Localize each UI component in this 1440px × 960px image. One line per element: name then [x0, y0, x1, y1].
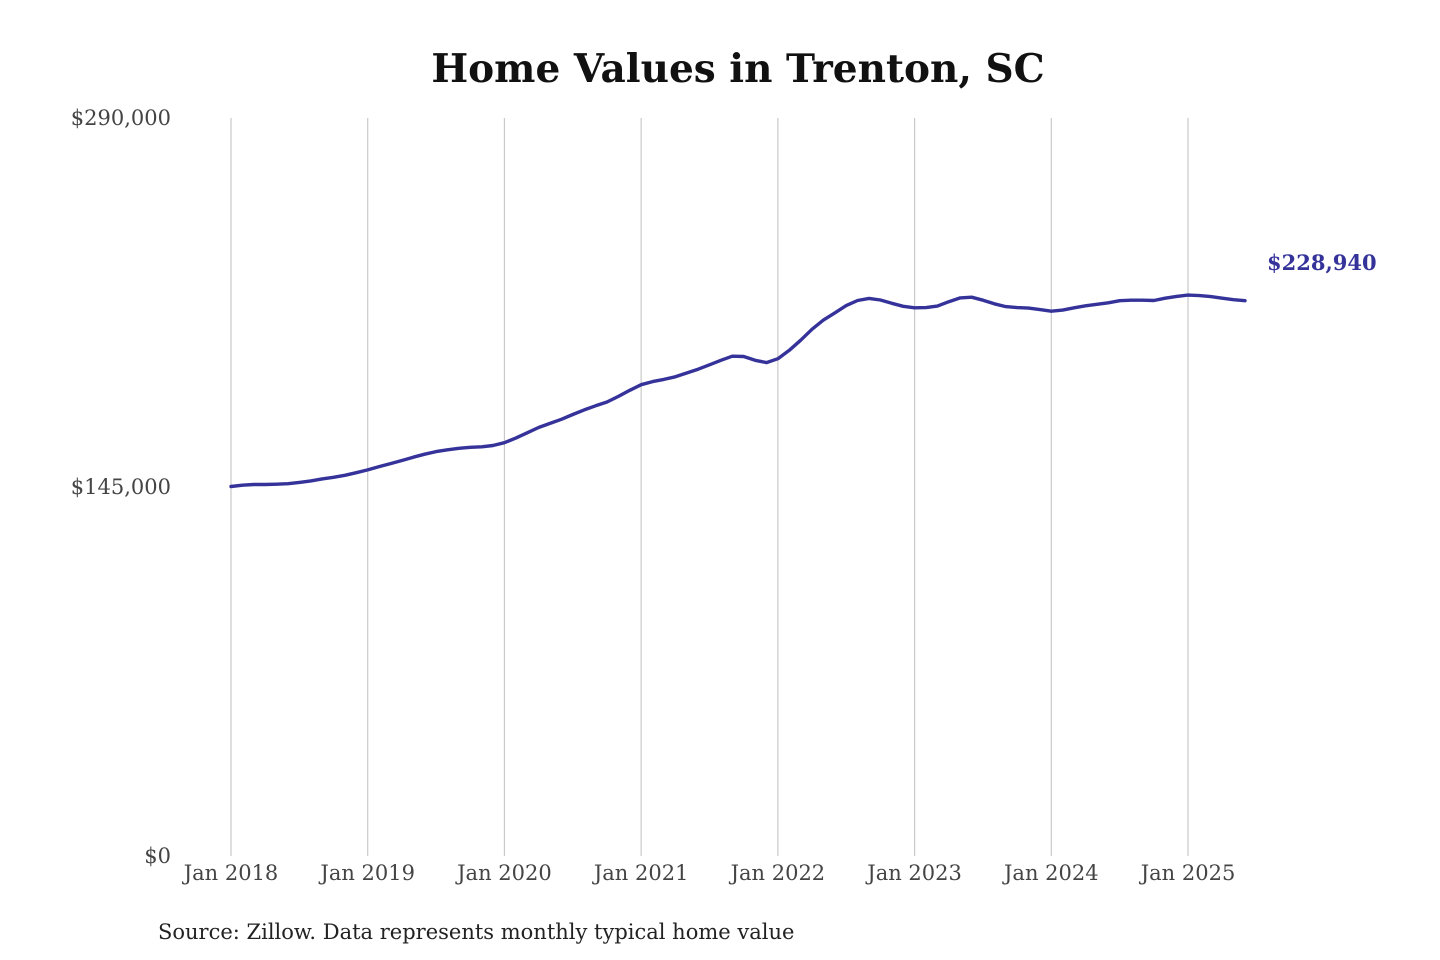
x-tick-label: Jan 2019 — [318, 861, 415, 885]
y-tick-label: $0 — [144, 844, 171, 868]
y-tick-label: $290,000 — [71, 106, 171, 130]
x-tick-label: Jan 2025 — [1139, 861, 1236, 885]
source-note: Source: Zillow. Data represents monthly … — [158, 920, 794, 944]
x-tick-label: Jan 2018 — [182, 861, 279, 885]
end-value-label: $228,940 — [1267, 250, 1377, 275]
y-axis-ticks: $0 $145,000 $290,000 — [71, 106, 171, 868]
series-layer — [229, 293, 1247, 489]
x-tick-label: Jan 2020 — [455, 861, 552, 885]
chart-title: Home Values in Trenton, SC — [431, 46, 1044, 92]
y-tick-label: $145,000 — [71, 475, 171, 499]
gridlines — [230, 118, 1189, 856]
x-axis-ticks: Jan 2018 Jan 2019 Jan 2020 Jan 2021 Jan 2022… — [182, 861, 1236, 885]
x-tick-label: Jan 2023 — [865, 861, 962, 885]
x-tick-label: Jan 2024 — [1002, 861, 1099, 885]
x-tick-label: Jan 2021 — [592, 861, 689, 885]
x-tick-label: Jan 2022 — [729, 861, 826, 885]
home-value-line — [229, 293, 1247, 489]
